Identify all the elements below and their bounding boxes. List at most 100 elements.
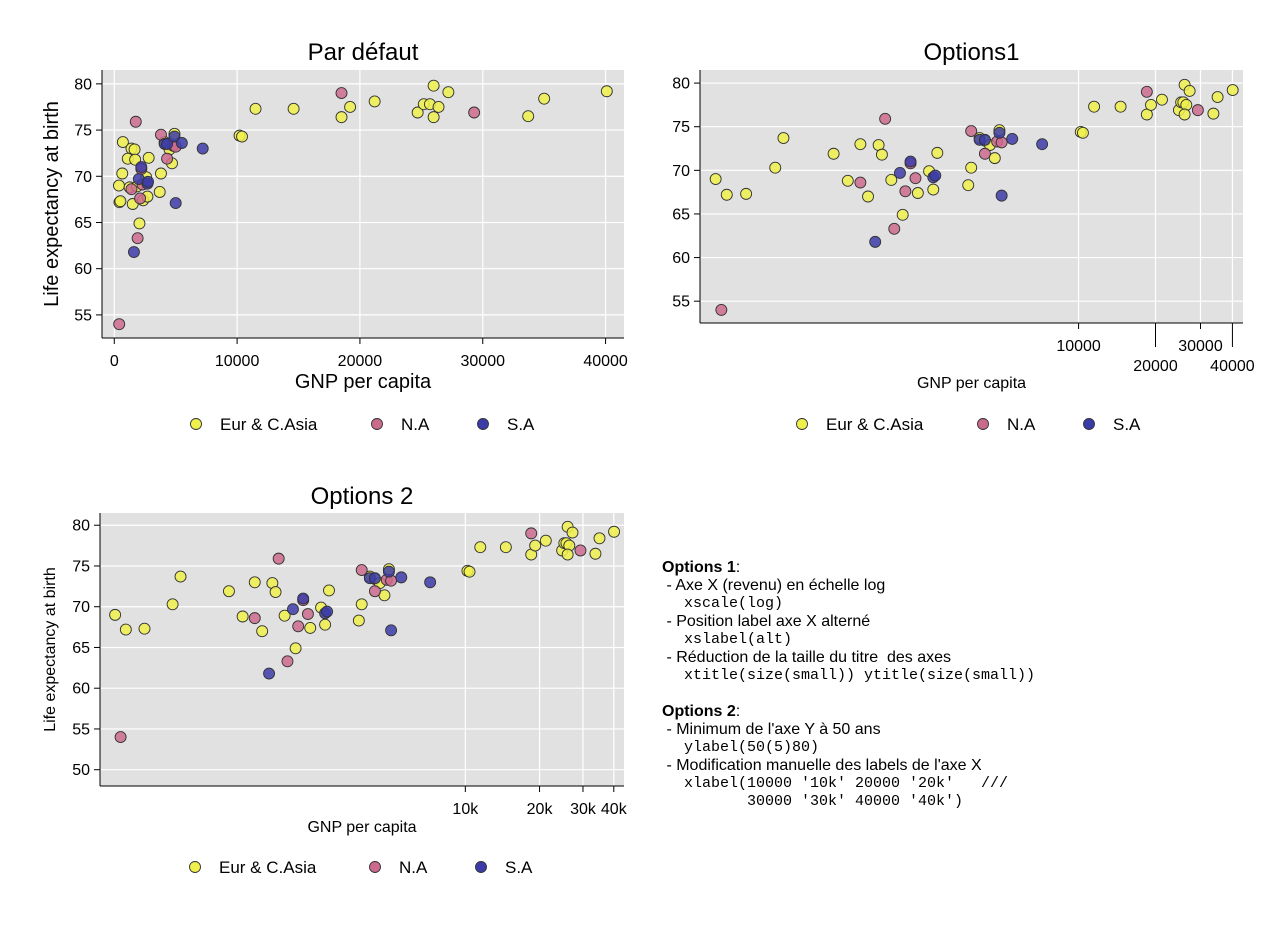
x-tick-label: 20k xyxy=(527,801,554,818)
data-point-na xyxy=(965,125,978,138)
data-point-eur xyxy=(128,143,141,156)
data-point-sa xyxy=(161,137,174,150)
data-point-eur xyxy=(1226,84,1239,97)
data-point-eur xyxy=(112,179,125,192)
data-point-na xyxy=(909,172,922,185)
y-tick-label: 80 xyxy=(672,76,690,93)
data-point-sa xyxy=(894,166,906,179)
data-point-sa xyxy=(127,246,140,259)
x-tick-label: 20000 xyxy=(1133,358,1178,375)
options2-code-3: 30000 '30k' 40000 '40k') xyxy=(684,793,964,810)
options1-code-1: xscale(log) xyxy=(684,595,784,612)
data-point-na xyxy=(114,731,127,744)
x-axis-label: GNP per capita xyxy=(295,371,432,393)
data-point-eur xyxy=(566,526,579,539)
data-point-eur xyxy=(1207,107,1220,120)
legend-label-na: N.A xyxy=(399,858,428,877)
data-point-sa xyxy=(142,175,155,188)
data-point-eur xyxy=(411,106,424,119)
options2-line-2: - Modification manuelle des labels de l'… xyxy=(662,757,982,774)
legend-marker-eur xyxy=(189,861,201,873)
options2-colon: : xyxy=(735,703,741,720)
data-point-eur xyxy=(600,85,613,98)
data-point-eur xyxy=(138,622,151,635)
data-point-na xyxy=(368,585,381,598)
options1-code-2: xslabel(alt) xyxy=(684,631,793,648)
data-point-eur xyxy=(1114,100,1127,113)
y-tick-label: 65 xyxy=(74,215,92,232)
data-point-eur xyxy=(529,539,542,552)
data-point-sa xyxy=(196,142,209,155)
data-point-eur xyxy=(142,151,155,164)
y-tick-label: 80 xyxy=(72,518,90,535)
legend-label-sa: S.A xyxy=(1113,415,1141,434)
data-point-na xyxy=(978,147,991,160)
legend-marker-sa xyxy=(475,861,487,873)
y-axis-label: Life expectancy at birth xyxy=(42,567,59,732)
y-tick-label: 65 xyxy=(672,206,690,223)
data-point-sa xyxy=(382,565,395,578)
legend-marker-sa xyxy=(1083,418,1095,430)
legend-label-eur: Eur & C.Asia xyxy=(219,858,317,877)
data-point-eur xyxy=(1211,91,1224,103)
y-tick-label: 55 xyxy=(672,294,690,311)
data-point-sa xyxy=(321,605,334,618)
data-point-eur xyxy=(287,102,300,115)
data-point-eur xyxy=(269,586,282,598)
data-point-eur xyxy=(114,195,127,208)
legend-label-na: N.A xyxy=(1007,415,1036,434)
data-point-na xyxy=(301,608,314,621)
data-point-na xyxy=(131,232,144,245)
data-point-eur xyxy=(109,608,122,621)
data-point-eur xyxy=(355,598,368,611)
data-point-eur xyxy=(885,173,898,186)
options1-code-3: xtitle(size(small)) ytitle(size(small)) xyxy=(684,667,1036,684)
x-tick-label: 40k xyxy=(601,801,628,818)
data-point-eur xyxy=(1178,108,1191,121)
x-tick-label: 10000 xyxy=(1056,338,1101,355)
data-point-na xyxy=(468,106,481,119)
data-point-na xyxy=(1140,85,1153,98)
data-point-eur xyxy=(174,570,187,583)
data-point-na xyxy=(134,192,147,205)
data-point-sa xyxy=(995,189,1008,202)
y-tick-label: 80 xyxy=(74,76,92,93)
data-point-eur xyxy=(854,138,867,151)
options1-heading: Options 1 xyxy=(662,559,736,576)
data-point-eur xyxy=(289,642,302,655)
data-point-na xyxy=(335,87,348,100)
data-point-eur xyxy=(427,111,440,124)
data-point-eur xyxy=(304,621,317,634)
data-point-eur xyxy=(593,532,606,545)
data-point-eur xyxy=(896,208,909,221)
data-point-na xyxy=(272,552,285,565)
legend-label-sa: S.A xyxy=(507,415,535,434)
data-point-na xyxy=(854,176,867,189)
data-point-eur xyxy=(155,167,167,180)
data-point-eur xyxy=(1156,93,1168,106)
data-point-eur xyxy=(561,548,574,561)
legend-marker-sa xyxy=(477,418,489,430)
plot-area xyxy=(102,70,624,338)
legend-label-eur: Eur & C.Asia xyxy=(826,415,924,434)
data-point-eur xyxy=(720,188,733,201)
data-point-eur xyxy=(323,584,335,597)
y-tick-label: 75 xyxy=(72,558,90,575)
y-tick-label: 60 xyxy=(672,250,690,267)
x-tick-label: 10k xyxy=(452,801,479,818)
chart-panel-default: 55 60 65 70 75 80 0 10000 20000 30000 40000 Par déf… xyxy=(41,39,628,434)
x-axis-label: GNP per capita xyxy=(917,375,1026,392)
options-notes: Options 1: - Axe X (revenu) en échelle l… xyxy=(662,559,1262,811)
data-point-sa xyxy=(135,161,148,173)
data-point-eur xyxy=(965,161,978,174)
data-point-eur xyxy=(249,102,262,115)
x-tick-label: 40000 xyxy=(1210,358,1255,375)
data-point-na xyxy=(161,152,174,165)
data-point-eur xyxy=(352,614,365,627)
x-tick-label: 30k xyxy=(570,801,597,818)
data-point-na xyxy=(899,185,912,198)
data-point-eur xyxy=(875,148,888,161)
data-point-eur xyxy=(335,111,348,124)
chart-panel-options2: 50 55 60 65 70 75 80 10k 20k 30k 40k Options 2 GNP p… xyxy=(42,483,628,877)
chart-title: Options1 xyxy=(923,39,1019,66)
